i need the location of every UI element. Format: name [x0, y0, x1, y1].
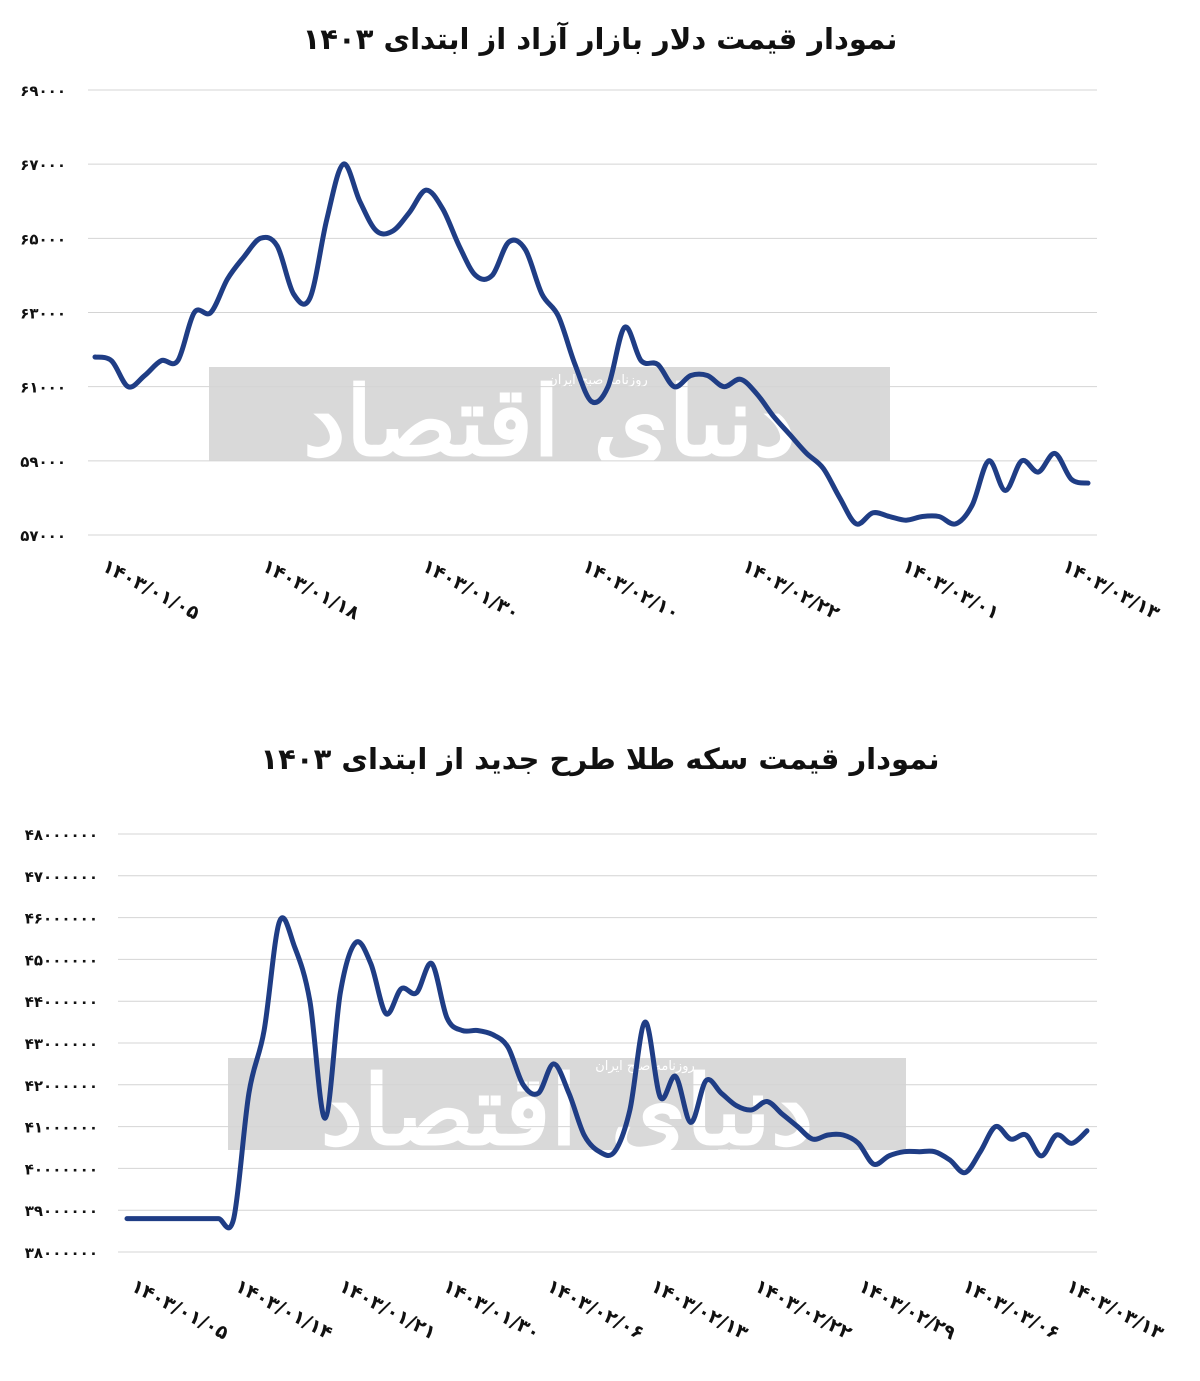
x-tick-label: ۱۴۰۳/۰۲/۲۲	[751, 1275, 856, 1345]
y-tick-label: ۵۷۰۰۰	[20, 527, 66, 545]
y-tick-label: ۳۸۰۰۰۰۰۰	[25, 1244, 98, 1262]
x-tick-label: ۱۴۰۳/۰۲/۱۳	[647, 1275, 752, 1345]
y-tick-label: ۶۱۰۰۰	[20, 379, 66, 397]
y-tick-label: ۶۷۰۰۰	[20, 156, 66, 174]
x-tick-label: ۱۴۰۳/۰۳/۱۳	[1063, 1275, 1168, 1345]
y-tick-label: ۴۴۰۰۰۰۰۰	[25, 993, 98, 1011]
y-tick-label: ۵۹۰۰۰	[20, 453, 66, 471]
watermark-box	[228, 1058, 906, 1150]
x-tick-label: ۱۴۰۳/۰۳/۰۱	[899, 555, 1004, 624]
gold-coin-price-chart: نمودار قیمت سکه طلا طرح جدید از ابتدای ۱…	[0, 720, 1200, 1380]
y-tick-label: ۴۰۰۰۰۰۰۰	[25, 1160, 98, 1178]
watermark-brand: دنیای اقتصاد	[320, 1054, 813, 1167]
series-line	[124, 915, 1090, 1231]
y-tick-label: ۴۷۰۰۰۰۰۰	[25, 868, 98, 886]
x-tick-label: ۱۴۰۳/۰۲/۲۹	[855, 1275, 960, 1345]
x-tick-label: ۱۴۰۳/۰۲/۰۶	[543, 1275, 648, 1344]
x-tick-label: ۱۴۰۳/۰۱/۳۰	[419, 555, 524, 624]
watermark-tag: روزنامه صبح ایران	[548, 373, 648, 388]
series-line	[92, 161, 1091, 527]
y-tick-label: ۴۶۰۰۰۰۰۰	[25, 910, 98, 928]
watermark-brand: دنیای اقتصاد	[303, 365, 796, 478]
x-tick-label: ۱۴۰۳/۰۲/۲۲	[739, 555, 844, 625]
y-tick-label: ۴۸۰۰۰۰۰۰	[25, 826, 98, 844]
y-tick-label: ۴۵۰۰۰۰۰۰	[25, 951, 98, 969]
y-tick-label: ۴۱۰۰۰۰۰۰	[25, 1119, 98, 1137]
y-tick-label: ۳۹۰۰۰۰۰۰	[25, 1202, 98, 1220]
x-tick-label: ۱۴۰۳/۰۱/۳۰	[439, 1275, 544, 1344]
y-tick-label: ۶۹۰۰۰	[20, 82, 66, 100]
dollar-price-chart: نمودار قیمت دلار بازار آزاد از ابتدای ۱۴…	[0, 0, 1200, 680]
y-tick-label: ۴۲۰۰۰۰۰۰	[25, 1077, 98, 1095]
chart-title: نمودار قیمت سکه طلا طرح جدید از ابتدای ۱…	[260, 742, 940, 776]
x-tick-label: ۱۴۰۳/۰۳/۰۶	[959, 1275, 1064, 1344]
x-tick-label: ۱۴۰۳/۰۱/۱۴	[231, 1275, 336, 1344]
y-tick-label: ۶۳۰۰۰	[20, 305, 66, 323]
chart-title: نمودار قیمت دلار بازار آزاد از ابتدای ۱۴…	[302, 22, 898, 56]
x-tick-label: ۱۴۰۳/۰۳/۱۳	[1059, 555, 1164, 625]
x-tick-label: ۱۴۰۳/۰۱/۰۵	[99, 555, 204, 625]
y-tick-label: ۴۳۰۰۰۰۰۰	[25, 1035, 98, 1053]
x-tick-label: ۱۴۰۳/۰۲/۱۰	[579, 555, 684, 624]
x-tick-label: ۱۴۰۳/۰۱/۲۱	[335, 1275, 440, 1344]
watermark-tag: روزنامه صبح ایران	[595, 1059, 695, 1074]
watermark-box	[209, 367, 890, 461]
x-tick-label: ۱۴۰۳/۰۱/۱۸	[259, 555, 364, 625]
x-tick-label: ۱۴۰۳/۰۱/۰۵	[128, 1275, 233, 1345]
y-tick-label: ۶۵۰۰۰	[20, 230, 66, 248]
